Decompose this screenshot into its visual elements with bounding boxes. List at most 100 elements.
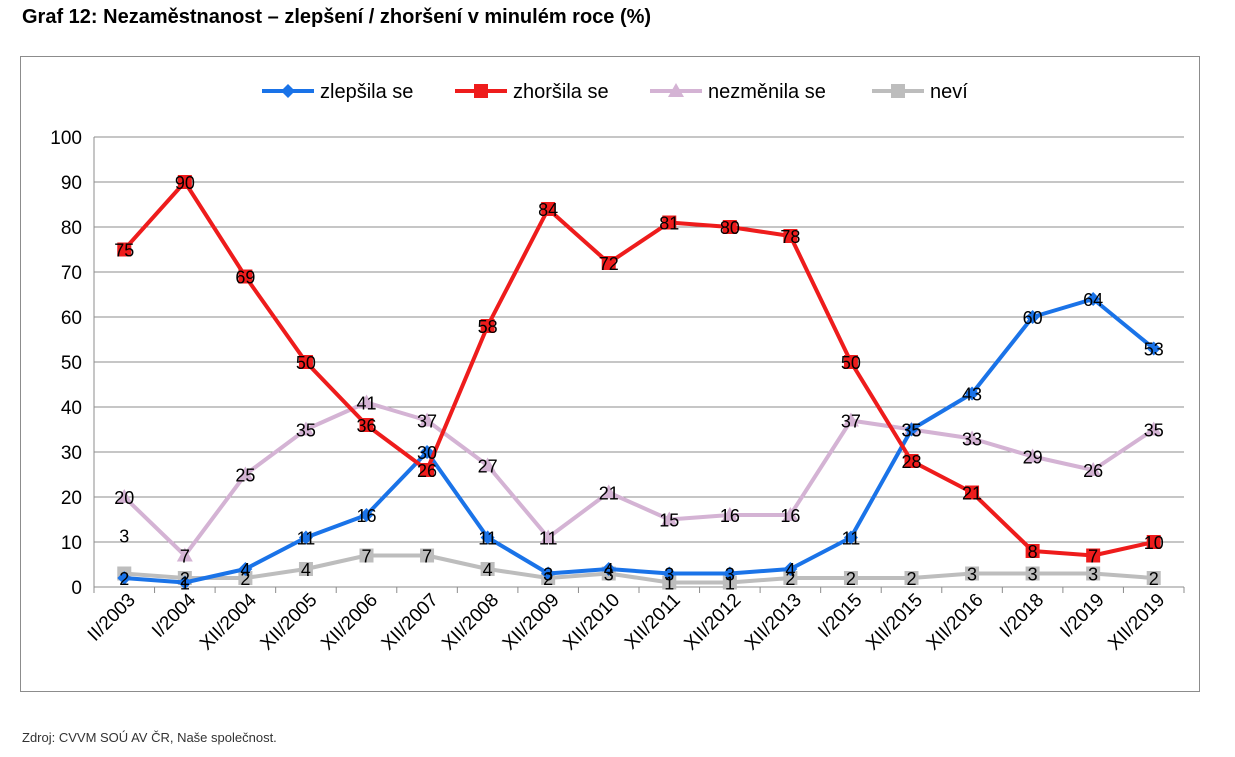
- data-point-marker: [843, 571, 858, 585]
- x-tick-label: XII/2015: [862, 590, 927, 655]
- x-tick-label: I/2015: [814, 590, 866, 642]
- data-point-marker: [965, 485, 980, 500]
- data-label: 8: [1028, 542, 1038, 562]
- data-label: 33: [962, 430, 982, 450]
- data-point-marker: [722, 566, 737, 581]
- data-point-marker: [662, 575, 677, 590]
- data-label: 3: [725, 565, 735, 585]
- grid-lines: [94, 136, 1184, 588]
- data-label: 7: [361, 547, 371, 567]
- data-label: 84: [538, 200, 558, 220]
- data-label: 80: [720, 218, 740, 238]
- data-point-marker: [783, 562, 798, 576]
- x-tick-label: XII/2008: [438, 590, 503, 655]
- legend: zlepšila se zhoršila se nezměnila se neví: [262, 81, 968, 103]
- data-label: 2: [240, 569, 250, 589]
- data-label: 2: [1149, 569, 1159, 589]
- data-label: 35: [1144, 421, 1164, 441]
- data-point-marker: [479, 457, 496, 472]
- data-point-marker: [541, 202, 556, 216]
- x-tick-label: XII/2005: [257, 590, 322, 655]
- data-label: 37: [417, 412, 437, 432]
- data-label: 53: [1144, 340, 1164, 360]
- data-point-marker: [1025, 566, 1040, 581]
- data-label: 4: [301, 560, 311, 580]
- x-tick-label: XII/2010: [559, 590, 624, 655]
- data-label: 25: [235, 466, 255, 486]
- data-point-marker: [904, 422, 919, 437]
- data-point-marker: [783, 229, 798, 243]
- data-label: 3: [119, 527, 129, 547]
- chart-frame: [20, 56, 1200, 692]
- data-label: 69: [235, 268, 255, 288]
- legend-label: zhoršila se: [513, 81, 609, 103]
- data-point-marker: [420, 548, 435, 563]
- data-label: 7: [180, 547, 190, 567]
- data-point-marker: [891, 84, 905, 98]
- data-point-marker: [420, 463, 435, 477]
- data-point-marker: [298, 530, 313, 545]
- y-tick-label: 30: [61, 443, 82, 464]
- data-label: 16: [780, 506, 800, 526]
- data-label: 16: [356, 506, 376, 526]
- data-point-marker: [842, 412, 859, 427]
- data-label: 3: [1088, 565, 1098, 585]
- data-label: 75: [114, 241, 134, 261]
- data-label: 3: [1028, 565, 1038, 585]
- data-label: 20: [114, 488, 134, 508]
- series-line-3: [124, 553, 1154, 585]
- data-point-marker: [238, 571, 253, 585]
- x-tick-label: XII/2006: [317, 590, 382, 655]
- data-label: 11: [539, 529, 558, 549]
- data-point-marker: [298, 355, 313, 369]
- data-point-marker: [783, 571, 798, 585]
- data-point-marker: [117, 571, 132, 585]
- legend-label: neví: [930, 81, 968, 103]
- data-label: 41: [356, 394, 376, 414]
- data-label: 78: [780, 227, 800, 247]
- data-point-marker: [1086, 566, 1101, 581]
- series-line-0: [124, 297, 1155, 585]
- data-point-marker: [1024, 448, 1041, 463]
- series-line-1: [122, 180, 1155, 558]
- data-point-marker: [722, 575, 737, 590]
- y-tick-label: 80: [61, 218, 82, 239]
- data-label: 11: [297, 529, 316, 549]
- data-label: 2: [180, 569, 190, 589]
- data-label: 7: [422, 547, 432, 567]
- data-label: 60: [1023, 308, 1043, 328]
- data-point-marker: [177, 575, 192, 590]
- data-point-marker: [601, 256, 616, 270]
- data-point-marker: [116, 489, 133, 503]
- data-point-marker: [480, 530, 495, 545]
- series-lines: [116, 175, 1162, 590]
- chart-title: Graf 12: Nezaměstnanost – zlepšení / zho…: [22, 6, 652, 28]
- data-point-marker: [904, 454, 919, 468]
- data-point-marker: [359, 548, 374, 563]
- data-point-marker: [480, 562, 495, 576]
- data-point-marker: [662, 215, 677, 230]
- x-tick-label: XII/2013: [741, 590, 806, 655]
- data-point-marker: [419, 412, 436, 427]
- y-tick-label: 20: [61, 488, 82, 509]
- x-axis: II/2003 I/2004XII/2004XII/2005XII/2006XII…: [84, 586, 1185, 655]
- x-tick-label: I/2018: [996, 590, 1048, 642]
- data-point-marker: [662, 566, 677, 581]
- data-point-marker: [1145, 421, 1162, 436]
- data-label: 35: [296, 421, 316, 441]
- data-point-marker: [1146, 341, 1161, 356]
- data-point-marker: [722, 220, 737, 234]
- data-label: 11: [842, 529, 861, 549]
- data-label: 72: [599, 254, 619, 274]
- data-label: 2: [906, 569, 916, 589]
- data-point-marker: [540, 529, 557, 544]
- data-point-marker: [480, 319, 495, 333]
- y-tick-label: 10: [61, 533, 82, 554]
- x-tick-label: XII/2016: [923, 590, 988, 655]
- data-label: 1: [725, 574, 735, 594]
- x-tick-label: XII/2012: [680, 590, 745, 655]
- data-point-marker: [237, 466, 254, 481]
- data-label: 36: [356, 416, 376, 436]
- data-label: 50: [296, 353, 316, 373]
